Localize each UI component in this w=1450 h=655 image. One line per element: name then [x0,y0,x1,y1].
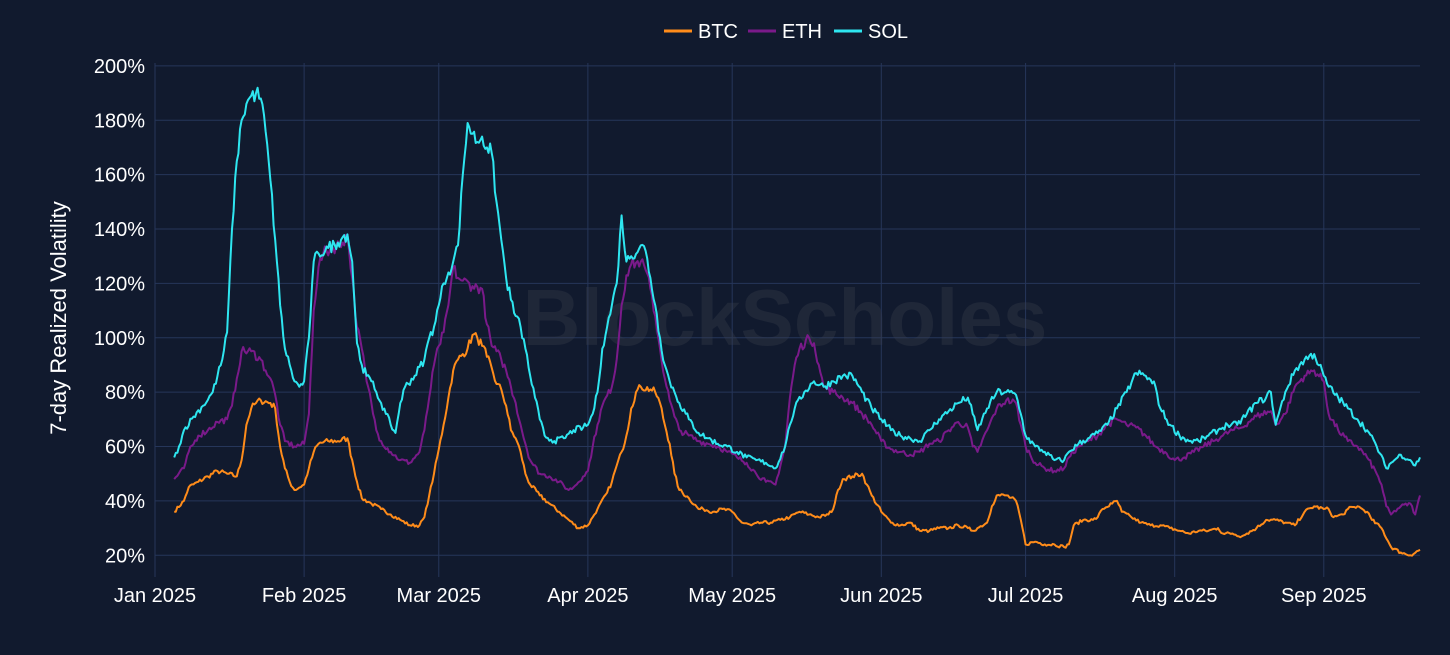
x-tick-label: Jun 2025 [840,585,922,607]
y-tick-label: 80% [105,382,145,404]
legend-label: SOL [868,21,908,43]
legend[interactable]: BTC ETH SOL [664,21,908,43]
x-tick-label: Jul 2025 [988,585,1064,607]
x-tick-label: Aug 2025 [1132,585,1218,607]
series-line-eth [173,233,1421,516]
y-axis-title: 7-day Realized Volatility [46,201,71,435]
y-tick-label: 100% [94,328,145,350]
y-tick-label: 120% [94,273,145,295]
y-tick-label: 200% [94,56,145,78]
x-tick-label: Apr 2025 [547,585,628,607]
x-tick-label: May 2025 [688,585,776,607]
legend-label: BTC [698,21,738,43]
series-line-btc [174,332,1421,557]
x-tick-label: Jan 2025 [114,585,196,607]
legend-label: ETH [782,21,822,43]
x-tick-label: Sep 2025 [1281,585,1367,607]
series-lines [173,86,1421,557]
x-tick-label: Feb 2025 [262,585,347,607]
y-tick-label: 20% [105,545,145,567]
x-axis-tick-labels: Jan 2025 Feb 2025 Mar 2025 Apr 2025 May 2025… [114,585,1367,607]
legend-item-sol[interactable]: SOL [834,21,908,43]
x-tick-label: Mar 2025 [397,585,482,607]
y-tick-label: 140% [94,219,145,241]
legend-item-btc[interactable]: BTC [664,21,738,43]
series-line-sol [173,86,1421,470]
y-tick-label: 40% [105,491,145,513]
y-tick-label: 60% [105,437,145,459]
y-tick-label: 180% [94,110,145,132]
grid-lines [154,63,1420,577]
watermark-logo: BlockScholes [523,273,1048,362]
y-axis-tick-labels: 20% 40% 60% 80% 100% 120% 140% 160% 180% 200% [94,56,145,567]
legend-item-eth[interactable]: ETH [748,21,822,43]
y-tick-label: 160% [94,165,145,187]
